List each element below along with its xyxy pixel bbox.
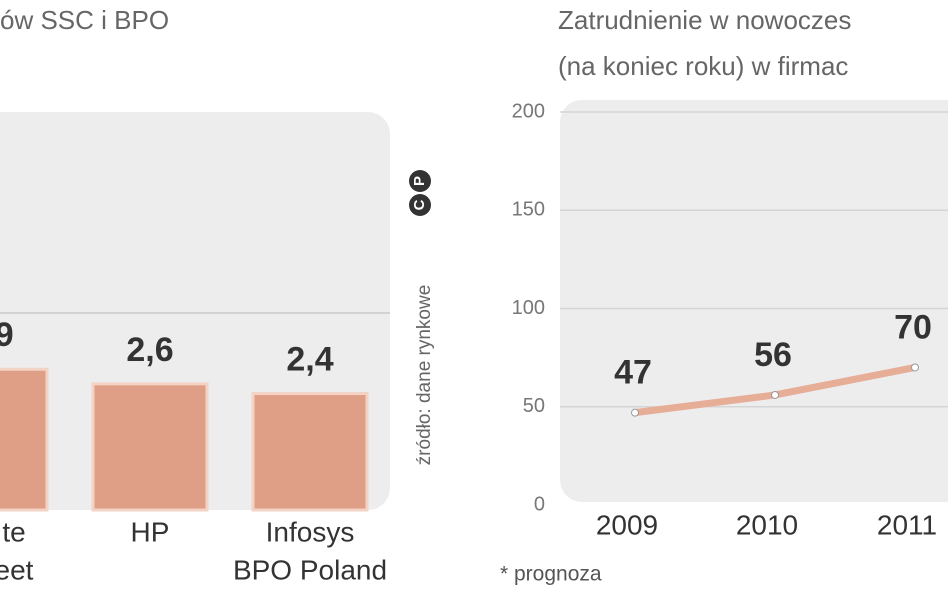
point bbox=[631, 408, 639, 417]
x-tick-label: te bbox=[2, 516, 25, 547]
chart-title: Zatrudnienie w nowoczes bbox=[558, 5, 851, 35]
point bbox=[911, 363, 919, 372]
right-panel bbox=[560, 100, 948, 502]
y-tick-label: 100 bbox=[512, 297, 545, 319]
chart-title: ów SSC i BPO bbox=[0, 5, 169, 35]
bar bbox=[91, 382, 209, 512]
y-tick-label: 0 bbox=[534, 493, 545, 515]
source: źródło: dane rynkowe bbox=[414, 285, 435, 466]
value-label: 47 bbox=[614, 354, 652, 392]
x-tick-label: 2011 bbox=[877, 509, 937, 540]
y-tick-label: 200 bbox=[512, 100, 545, 122]
x-tick-label: 2009 bbox=[596, 509, 658, 540]
x-tick-label: BPO Poland bbox=[233, 554, 387, 585]
x-tick-label: eet bbox=[0, 554, 34, 585]
x-tick-label: Infosys bbox=[266, 516, 355, 547]
value-label: 56 bbox=[754, 336, 792, 374]
logo-letter: C bbox=[411, 199, 428, 210]
logo: P C bbox=[409, 170, 431, 216]
chart-subtitle: (na koniec roku) w firmac bbox=[558, 51, 848, 81]
value-label: 2,6 bbox=[126, 331, 173, 369]
x-tick-label: HP bbox=[131, 516, 170, 547]
logo-circle bbox=[409, 194, 431, 216]
value-label: 2,9 bbox=[0, 316, 14, 354]
y-tick-label: 50 bbox=[523, 395, 545, 417]
bar bbox=[251, 392, 369, 512]
value-label: 70 bbox=[894, 308, 932, 346]
value-label: 2,4 bbox=[286, 340, 333, 378]
point bbox=[771, 390, 779, 399]
y-tick-label: 150 bbox=[512, 199, 545, 221]
logo-circle bbox=[409, 170, 431, 192]
bar bbox=[0, 367, 49, 512]
x-tick-label: 2010 bbox=[736, 509, 798, 540]
logo-letter: P bbox=[411, 176, 428, 186]
footnote: * prognoza bbox=[500, 563, 602, 586]
